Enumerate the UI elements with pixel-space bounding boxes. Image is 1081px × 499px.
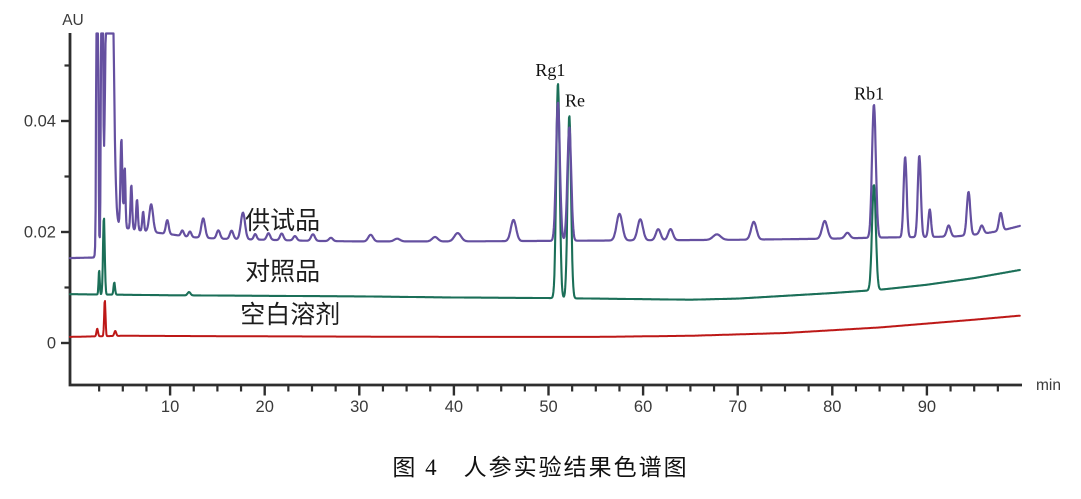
peak-label-rb1: Rb1	[854, 83, 884, 103]
peak-label-rg1: Rg1	[535, 60, 565, 80]
axes	[68, 33, 1022, 387]
x-tick-label: 70	[729, 398, 747, 416]
x-tick-label: 10	[161, 398, 179, 416]
trace-reference-standard	[68, 83, 1021, 301]
x-axis-label: min	[1036, 377, 1061, 394]
y-tick-label: 0	[47, 335, 56, 353]
trace-test-sample	[68, 32, 1021, 260]
series-label-test-sample: 供试品	[245, 207, 320, 235]
x-tick-label: 40	[445, 398, 463, 416]
x-tick-label: 30	[350, 398, 368, 416]
y-tick-label: 0.04	[24, 113, 56, 131]
trace-blank-solvent	[69, 300, 1021, 338]
peak-label-re: Re	[565, 90, 585, 110]
series-label-blank-solvent: 空白溶剂	[240, 301, 340, 329]
x-tick-label: 20	[256, 398, 274, 416]
y-tick-label: 0.02	[24, 224, 56, 242]
x-tick-label: 90	[918, 398, 936, 416]
x-tick-label: 50	[539, 398, 557, 416]
series-label-reference-standard: 对照品	[245, 258, 320, 286]
figure-caption: 图 4 人参实验结果色谱图	[392, 455, 689, 480]
x-tick-label: 60	[634, 398, 652, 416]
y-axis-label: AU	[62, 12, 84, 29]
x-tick-label: 80	[823, 398, 841, 416]
